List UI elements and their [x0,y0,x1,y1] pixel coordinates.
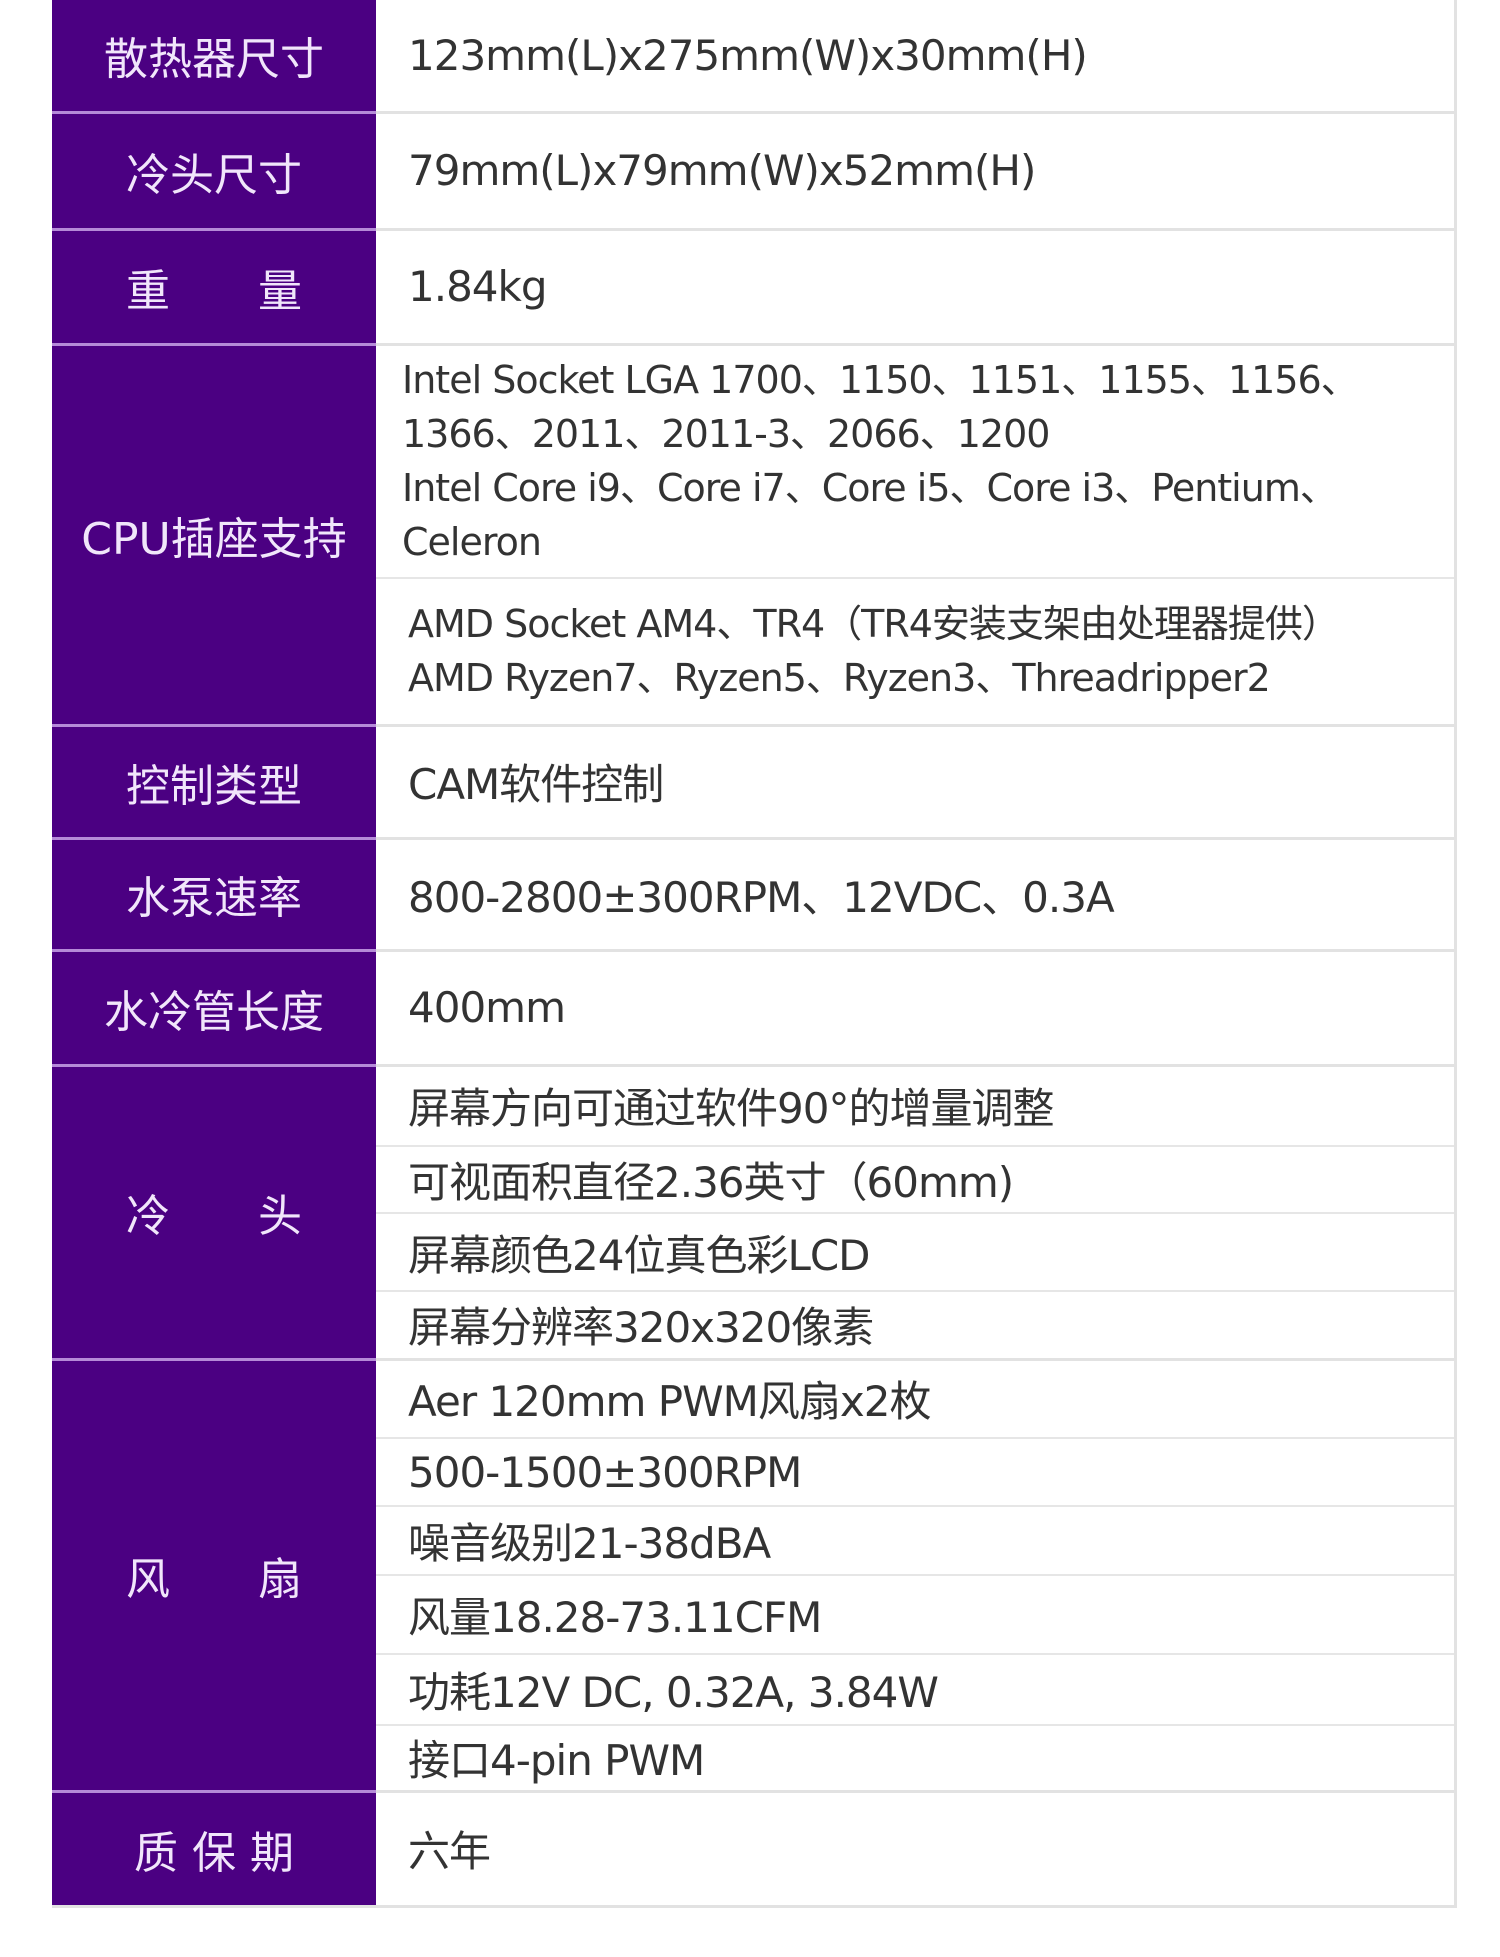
value-fan-4: 风量18.28-73.11CFM [376,1574,1457,1654]
spec-row-pump-head-1: 冷 头 屏幕方向可通过软件90°的增量调整 [52,1063,1457,1359]
spec-row-pump-head-size: 冷头尺寸 79mm(L)x79mm(W)x52mm(H) [52,110,1457,229]
value-pump-speed: 800-2800±300RPM、12VDC、0.3A [376,836,1457,950]
value-pump-head-size: 79mm(L)x79mm(W)x52mm(H) [376,110,1457,229]
intel-line-3: Intel Core i9、Core i7、Core i5、Core i3、Pe… [402,466,1338,511]
value-radiator-size: 123mm(L)x275mm(W)x30mm(H) [376,0,1457,112]
value-pump-head-4: 屏幕分辨率320x320像素 [376,1290,1457,1359]
spec-row-tube-length: 水冷管长度 400mm [52,948,1457,1065]
label-cpu-socket: CPU插座支持 [52,342,376,725]
spec-row-pump-speed: 水泵速率 800-2800±300RPM、12VDC、0.3A [52,836,1457,950]
value-warranty: 六年 [376,1789,1457,1908]
value-fan-5: 功耗12V DC, 0.32A, 3.84W [376,1653,1457,1725]
label-tube-length: 水冷管长度 [52,948,376,1065]
spec-row-cpu-intel: CPU插座支持 Intel Socket LGA 1700、1150、1151、… [52,342,1457,725]
value-control-type: CAM软件控制 [376,723,1457,838]
intel-line-4: Celeron [402,520,542,565]
spec-table: 散热器尺寸 123mm(L)x275mm(W)x30mm(H) 冷头尺寸 79m… [52,0,1457,1908]
intel-line-1: Intel Socket LGA 1700、1150、1151、1155、115… [402,358,1359,403]
value-cpu-intel: Intel Socket LGA 1700、1150、1151、1155、115… [376,342,1457,578]
spec-row-weight: 重 量 1.84kg [52,227,1457,344]
value-pump-head-1: 屏幕方向可通过软件90°的增量调整 [376,1063,1457,1146]
value-cpu-amd: AMD Socket AM4、TR4（TR4安装支架由处理器提供） AMD Ry… [376,577,1457,725]
amd-line-1: AMD Socket AM4、TR4（TR4安装支架由处理器提供） [408,602,1340,647]
value-fan-3: 噪音级别21-38dBA [376,1505,1457,1575]
spec-row-fan-1: 风 扇 Aer 120mm PWM风扇x2枚 [52,1357,1457,1791]
value-weight: 1.84kg [376,227,1457,344]
label-warranty: 质 保 期 [52,1789,376,1908]
spec-row-warranty: 质 保 期 六年 [52,1789,1457,1908]
label-fan: 风 扇 [52,1357,376,1791]
label-pump-head: 冷 头 [52,1063,376,1359]
value-pump-head-3: 屏幕颜色24位真色彩LCD [376,1212,1457,1291]
intel-line-2: 1366、2011、2011-3、2066、1200 [402,412,1050,457]
label-pump-speed: 水泵速率 [52,836,376,950]
value-fan-1: Aer 120mm PWM风扇x2枚 [376,1357,1457,1438]
label-pump-head-size: 冷头尺寸 [52,110,376,229]
value-fan-2: 500-1500±300RPM [376,1437,1457,1506]
label-radiator-size: 散热器尺寸 [52,0,376,112]
amd-line-2: AMD Ryzen7、Ryzen5、Ryzen3、Threadripper2 [408,656,1271,701]
value-pump-head-2: 可视面积直径2.36英寸（60mm) [376,1145,1457,1213]
value-tube-length: 400mm [376,948,1457,1065]
label-weight: 重 量 [52,227,376,344]
spec-row-control-type: 控制类型 CAM软件控制 [52,723,1457,838]
spec-row-radiator-size: 散热器尺寸 123mm(L)x275mm(W)x30mm(H) [52,0,1457,112]
label-control-type: 控制类型 [52,723,376,838]
value-fan-6: 接口4-pin PWM [376,1724,1457,1791]
spec-row-cpu-amd: AMD Socket AM4、TR4（TR4安装支架由处理器提供） AMD Ry… [52,577,1457,725]
